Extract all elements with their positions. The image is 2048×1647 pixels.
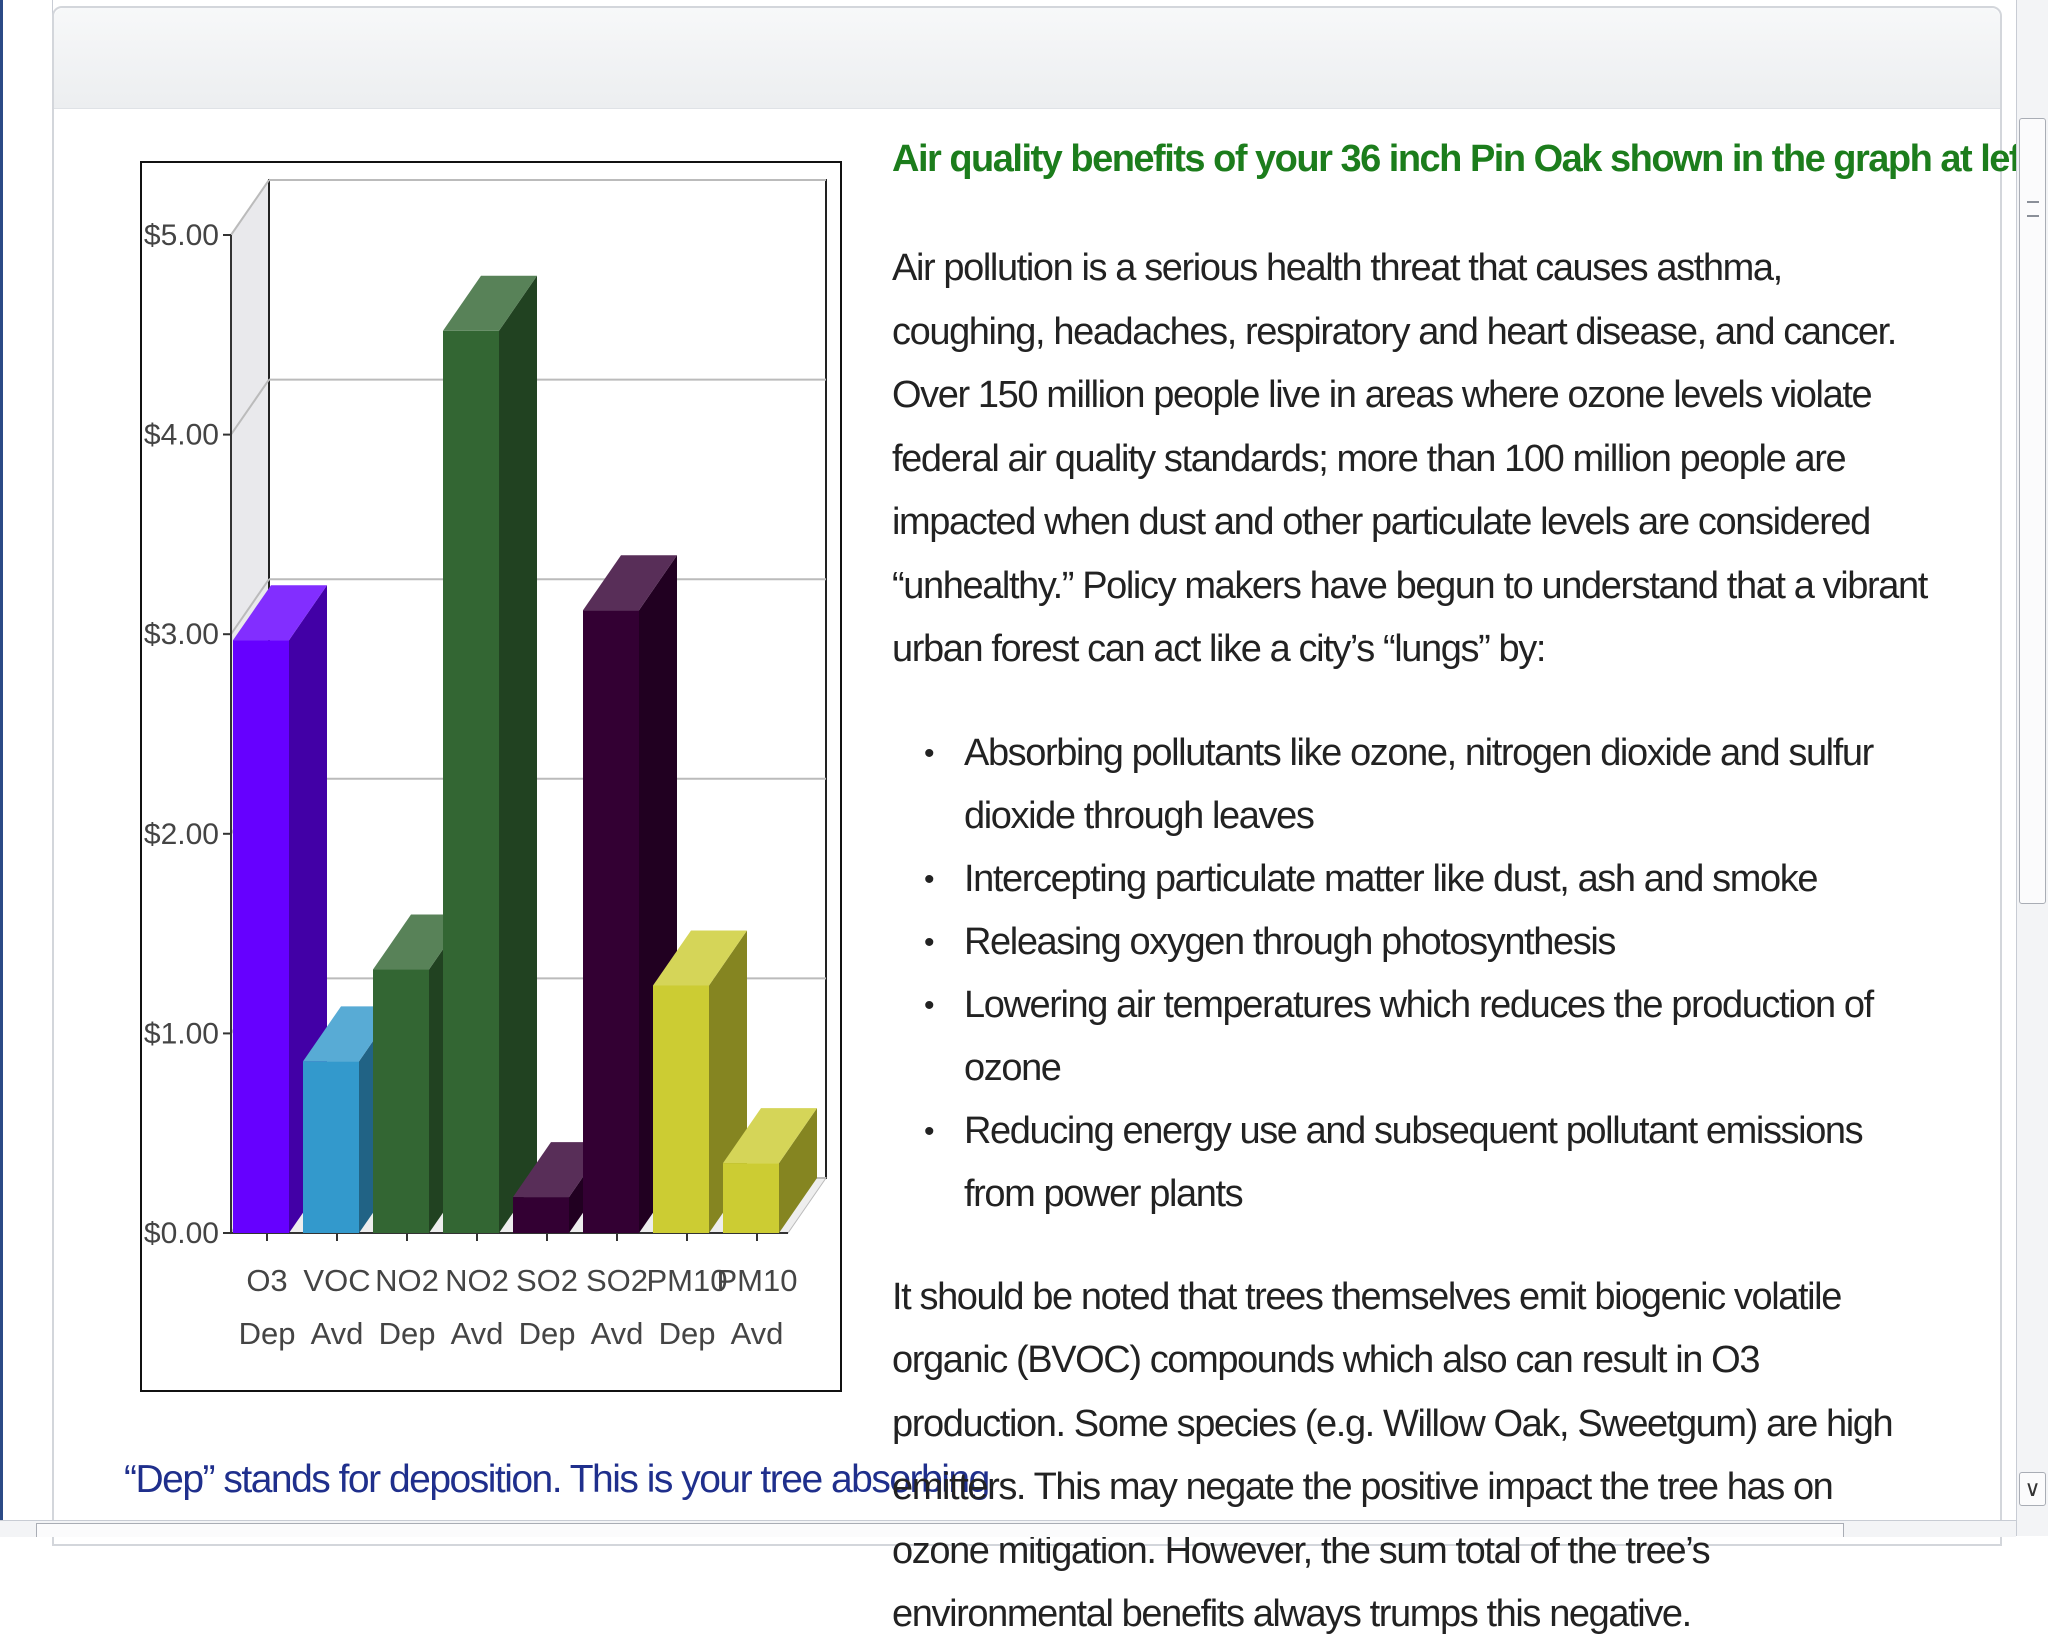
y-tick-label: $1.00 bbox=[144, 1017, 219, 1050]
bar bbox=[583, 610, 639, 1233]
vertical-scrollbar[interactable]: ∨ bbox=[2016, 0, 2048, 1536]
left-window-frame bbox=[0, 0, 53, 1536]
y-tick-label: $4.00 bbox=[144, 419, 219, 452]
bar-top bbox=[443, 275, 537, 331]
benefits-list: • Absorbing pollutants like ozone, nitrog… bbox=[892, 722, 1932, 1226]
x-tick-label: Avd bbox=[451, 1316, 504, 1351]
horizontal-scroll-thumb[interactable] bbox=[36, 1523, 1844, 1537]
y-tick-label: $3.00 bbox=[144, 618, 219, 651]
list-item: • Lowering air temperatures which reduces… bbox=[924, 983, 1874, 1089]
bar bbox=[373, 969, 429, 1233]
x-tick-label: Dep bbox=[519, 1316, 576, 1351]
x-tick-label: PM10 bbox=[647, 1263, 728, 1298]
article: Air quality benefits of your 36 inch Pin… bbox=[892, 138, 2042, 1647]
horizontal-scrollbar[interactable] bbox=[0, 1520, 2016, 1537]
note-paragraph: It should be noted that trees themselves… bbox=[892, 1275, 1894, 1636]
y-tick-label: $0.00 bbox=[144, 1217, 219, 1250]
panel-header bbox=[54, 8, 2000, 109]
bar bbox=[513, 1197, 569, 1233]
y-tick-label: $5.00 bbox=[144, 219, 219, 252]
bar-top bbox=[233, 585, 327, 641]
x-tick-label: PM10 bbox=[717, 1263, 798, 1298]
bar bbox=[233, 640, 289, 1233]
gridline-side bbox=[230, 179, 270, 236]
gridline-side bbox=[230, 379, 270, 436]
gridline-side bbox=[230, 578, 270, 635]
vertical-scroll-thumb[interactable] bbox=[2019, 118, 2046, 904]
bar-side bbox=[779, 1108, 817, 1233]
chart-footnote: “Dep” stands for deposition. This is you… bbox=[124, 1458, 990, 1501]
bar bbox=[303, 1061, 359, 1233]
x-tick-label: Avd bbox=[591, 1316, 644, 1351]
x-tick-label: Dep bbox=[239, 1316, 296, 1351]
x-tick-label: Avd bbox=[731, 1316, 784, 1351]
x-tick-label: SO2 bbox=[516, 1263, 578, 1298]
x-tick-label: NO2 bbox=[445, 1263, 509, 1298]
grip-icon bbox=[2027, 201, 2039, 217]
article-title: Air quality benefits of your 36 inch Pin… bbox=[892, 138, 2042, 180]
list-item: • Absorbing pollutants like ozone, nitrog… bbox=[924, 731, 1874, 837]
x-tick-label: Avd bbox=[311, 1316, 364, 1351]
list-item: • Releasing oxygen through photosynthesis bbox=[924, 920, 1616, 963]
bar bbox=[443, 330, 499, 1233]
chevron-down-icon: ∨ bbox=[2024, 1476, 2041, 1501]
bar-top bbox=[583, 555, 677, 611]
bar bbox=[723, 1163, 779, 1233]
air-quality-chart: $0.00 $1.00 $2.00 $3.00 $4.00 $5.00 O3 Dep VOC Av… bbox=[140, 161, 842, 1392]
list-item: • Reducing energy use and subsequent poll… bbox=[924, 1109, 1864, 1215]
bar-top bbox=[653, 930, 747, 986]
x-tick-label: Dep bbox=[659, 1316, 716, 1351]
bar-side bbox=[499, 275, 537, 1233]
x-tick-label: SO2 bbox=[586, 1263, 648, 1298]
y-tick-label: $2.00 bbox=[144, 818, 219, 851]
bar-chart-svg: $0.00$1.00$2.00$3.00$4.00$5.00O3DepVOCAv… bbox=[144, 178, 827, 1351]
x-tick-label: Dep bbox=[379, 1316, 436, 1351]
bar-top bbox=[723, 1108, 817, 1164]
scroll-down-button[interactable]: ∨ bbox=[2019, 1472, 2046, 1506]
intro-paragraph: Air pollution is a serious health threat… bbox=[892, 247, 1928, 670]
x-tick-label: O3 bbox=[246, 1263, 287, 1298]
x-tick-label: NO2 bbox=[375, 1263, 439, 1298]
bar bbox=[653, 985, 709, 1233]
x-tick-label: VOC bbox=[303, 1263, 370, 1298]
list-item: • Intercepting particulate matter like du… bbox=[924, 857, 1818, 900]
